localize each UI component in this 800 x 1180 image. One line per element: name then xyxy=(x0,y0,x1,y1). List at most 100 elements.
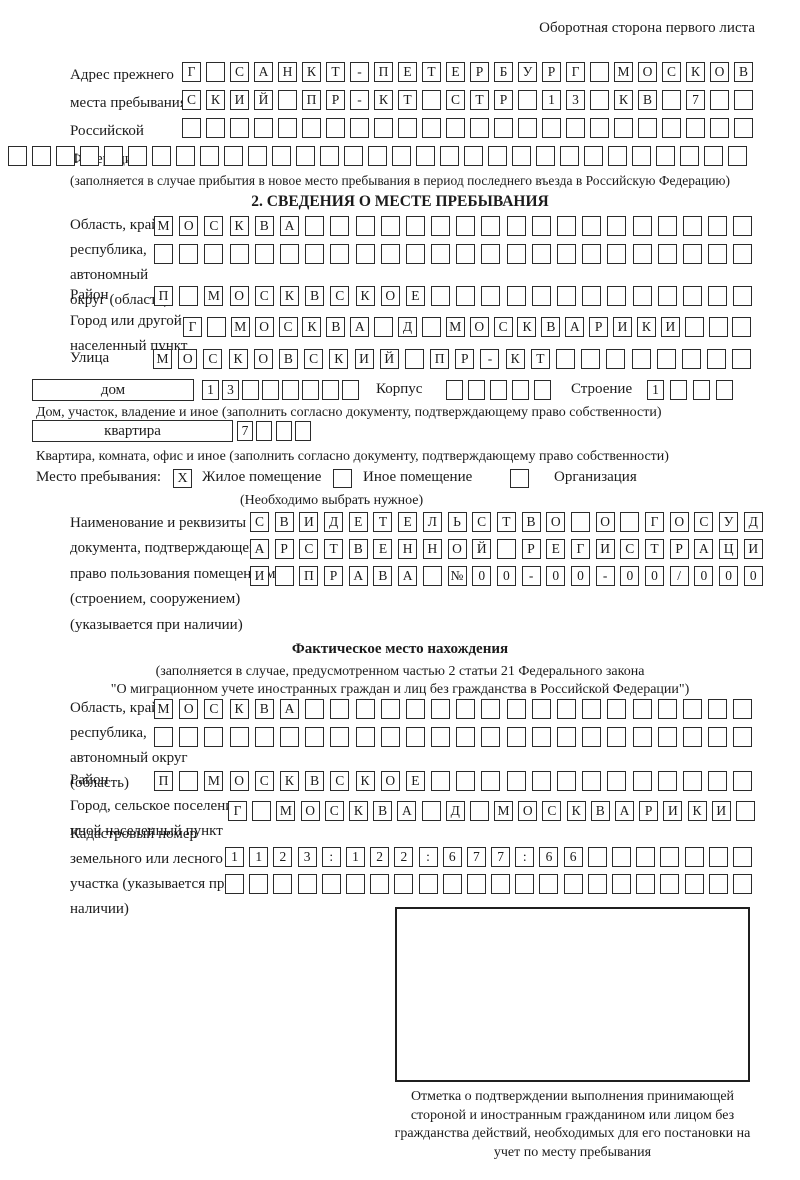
char-box: 3 xyxy=(222,380,239,400)
char-box xyxy=(560,146,579,166)
char-box xyxy=(636,874,656,894)
char-box xyxy=(708,847,728,867)
char-box xyxy=(374,118,393,138)
char-box: Т xyxy=(422,62,441,82)
char-box xyxy=(279,727,299,747)
char-box xyxy=(330,216,350,236)
korpus-label: Корпус xyxy=(376,381,423,397)
char-box xyxy=(305,216,325,236)
actual-location-note-2: "О миграционном учете иностранных гражда… xyxy=(110,682,690,697)
char-box: Г xyxy=(645,512,664,532)
char-box: : xyxy=(515,847,535,867)
char-box xyxy=(204,727,224,747)
char-box xyxy=(581,349,601,369)
cadastre-label: Кадастровый номер земельного или лесного… xyxy=(70,826,233,917)
char-box: 1 xyxy=(647,380,664,400)
char-box: О xyxy=(254,317,274,337)
char-box xyxy=(176,146,195,166)
char-box xyxy=(248,146,267,166)
char-box xyxy=(733,699,753,719)
char-box: В xyxy=(541,317,561,337)
char-box xyxy=(657,699,677,719)
char-box: А xyxy=(350,317,370,337)
char-box: Р xyxy=(274,539,294,559)
char-box xyxy=(563,874,583,894)
char-box xyxy=(632,216,652,236)
char-box xyxy=(708,317,728,337)
char-box xyxy=(456,771,476,791)
char-box: Г xyxy=(183,317,202,337)
char-box xyxy=(464,146,483,166)
char-box xyxy=(421,801,441,821)
char-box: 3 xyxy=(297,847,317,867)
char-box xyxy=(481,727,501,747)
char-box: 0 xyxy=(546,566,566,586)
char-box xyxy=(128,146,147,166)
char-box xyxy=(557,244,576,264)
char-box xyxy=(531,727,551,747)
char-box: О xyxy=(546,512,566,532)
char-box xyxy=(518,118,537,138)
house-field-box: дом xyxy=(32,379,194,401)
char-box xyxy=(582,286,602,306)
char-box xyxy=(682,727,702,747)
char-box: Е xyxy=(398,62,417,82)
actual-region-row-2 xyxy=(154,727,753,747)
char-box xyxy=(179,286,199,306)
stay-type-checkbox-organization xyxy=(510,469,529,488)
char-box xyxy=(305,727,325,747)
char-box: К xyxy=(302,62,321,82)
char-box xyxy=(440,146,459,166)
char-box xyxy=(632,699,652,719)
char-box: О xyxy=(469,317,489,337)
char-box: : xyxy=(321,847,341,867)
char-box: О xyxy=(179,216,199,236)
char-box: М xyxy=(204,286,224,306)
char-box xyxy=(342,380,359,400)
char-box: К xyxy=(686,62,705,82)
char-box: Н xyxy=(398,539,418,559)
char-box: Р xyxy=(589,317,609,337)
char-box: 7 xyxy=(237,421,253,441)
actual-location-title: Фактическое место нахождения xyxy=(291,641,509,657)
char-box xyxy=(200,146,219,166)
prev-address-row-3 xyxy=(182,118,753,138)
char-box: С xyxy=(330,771,350,791)
char-box xyxy=(405,699,425,719)
char-box: С xyxy=(250,512,269,532)
char-box: А xyxy=(348,566,368,586)
char-box xyxy=(104,146,123,166)
char-box: М xyxy=(153,349,172,369)
char-box xyxy=(606,349,626,369)
char-box: Е xyxy=(348,512,368,532)
char-box xyxy=(254,118,273,138)
char-box xyxy=(380,727,400,747)
char-box: - xyxy=(350,90,369,110)
char-box xyxy=(154,244,173,264)
char-box xyxy=(405,216,425,236)
prev-address-note: (заполняется в случае прибытия в новое м… xyxy=(69,173,731,188)
char-box xyxy=(632,286,652,306)
char-box: С xyxy=(620,539,640,559)
char-box: М xyxy=(445,317,465,337)
char-box xyxy=(682,699,702,719)
char-box: 1 xyxy=(345,847,365,867)
char-box xyxy=(431,699,451,719)
region-label: Область, край, республика, автономный ок… xyxy=(70,217,169,308)
char-box xyxy=(431,216,451,236)
char-box: В xyxy=(638,90,657,110)
char-box: С xyxy=(203,349,223,369)
district-label: Район xyxy=(70,287,109,303)
sheet-side-title: Оборотная сторона первого листа xyxy=(539,20,755,36)
char-box xyxy=(557,216,576,236)
char-box xyxy=(481,216,501,236)
char-box xyxy=(607,244,627,264)
char-box xyxy=(657,244,677,264)
char-box xyxy=(531,244,551,264)
char-box: В xyxy=(274,512,294,532)
char-box: 0 xyxy=(694,566,714,586)
char-box: 1 xyxy=(249,847,269,867)
char-box: И xyxy=(663,801,683,821)
